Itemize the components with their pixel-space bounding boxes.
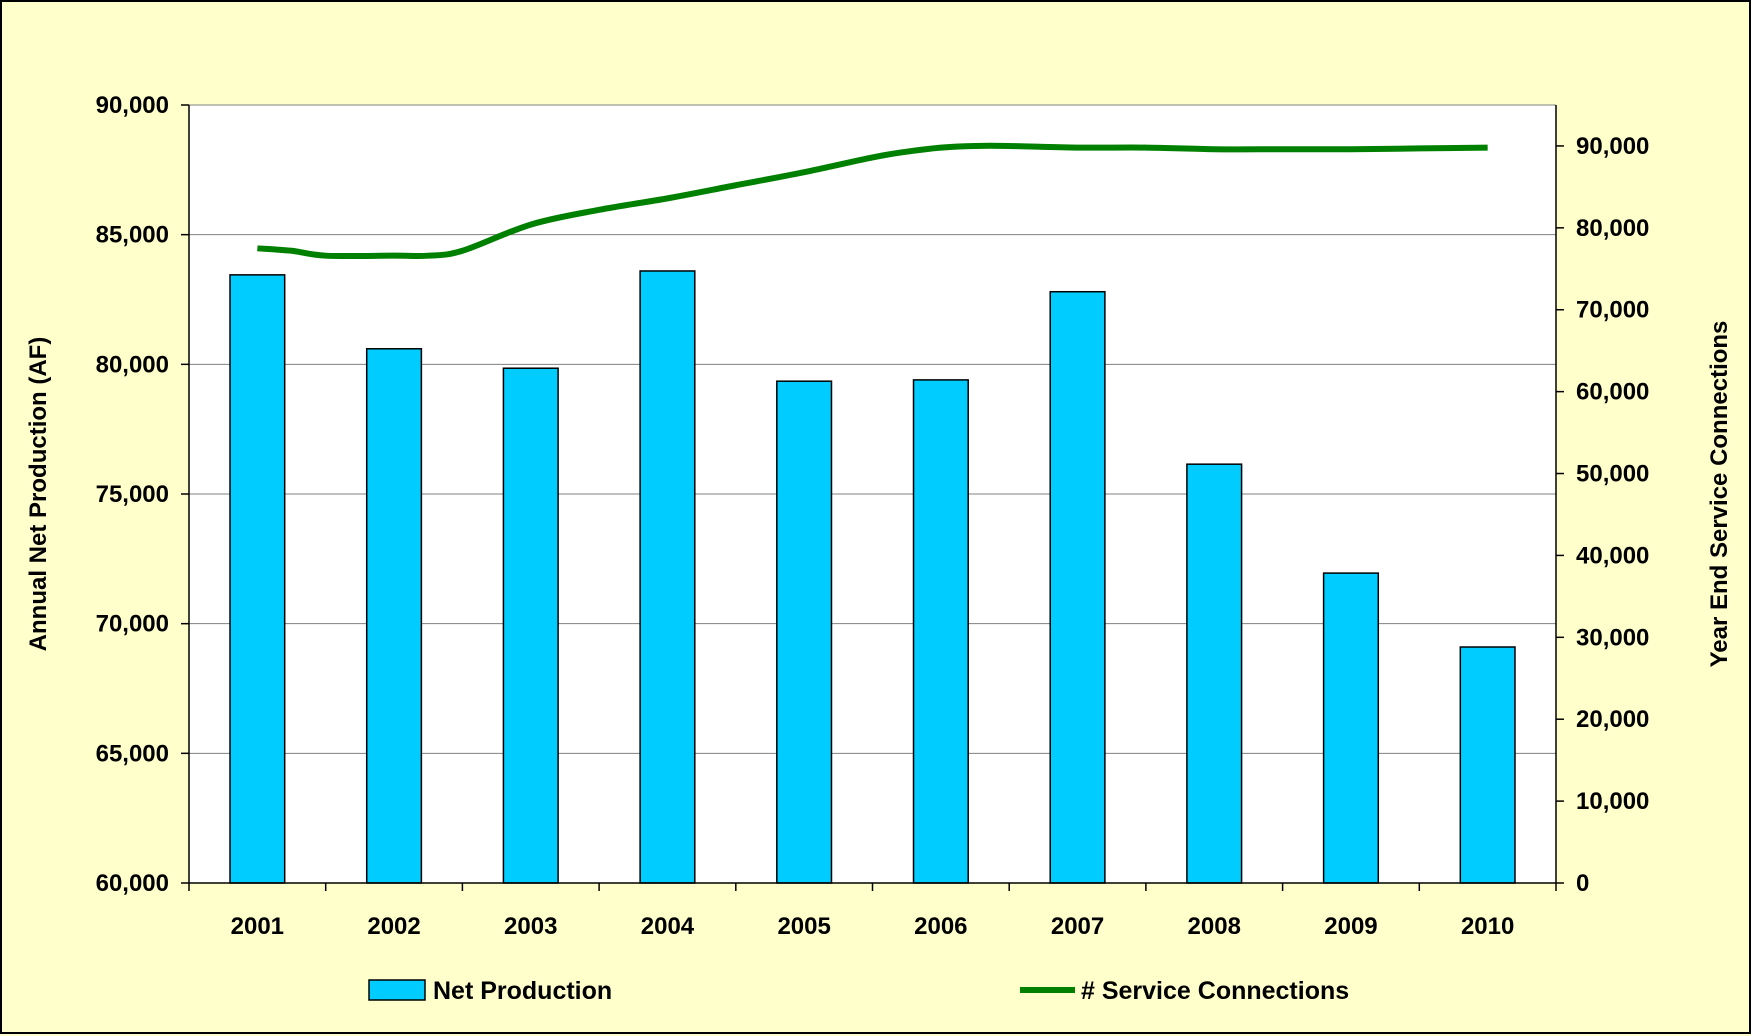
x-tick-label: 2007 xyxy=(1051,913,1104,940)
left-tick-label: 70,000 xyxy=(96,611,169,638)
x-tick-label: 2001 xyxy=(231,913,284,940)
x-tick-label: 2006 xyxy=(914,913,967,940)
right-tick-label: 80,000 xyxy=(1576,215,1649,242)
bar-2001 xyxy=(229,274,286,884)
bar-2005 xyxy=(776,380,833,884)
left-tick-label: 80,000 xyxy=(96,351,169,378)
left-tick-label: 65,000 xyxy=(96,740,169,767)
x-tick-label: 2010 xyxy=(1461,913,1514,940)
bars xyxy=(229,270,1516,884)
x-tick-label: 2002 xyxy=(367,913,420,940)
legend-swatch-net-production xyxy=(368,979,426,1001)
x-tick-label: 2004 xyxy=(641,913,695,940)
x-tick-label: 2008 xyxy=(1188,913,1241,940)
right-tick-label: 30,000 xyxy=(1576,624,1649,651)
right-tick-label: 90,000 xyxy=(1576,133,1649,160)
right-tick-label: 50,000 xyxy=(1576,461,1649,488)
right-tick-label: 60,000 xyxy=(1576,379,1649,406)
bar-2010 xyxy=(1459,646,1516,884)
line-layer xyxy=(257,142,1488,260)
left-tick-label: 60,000 xyxy=(96,870,169,897)
bar-2008 xyxy=(1186,463,1243,884)
right-tick-label: 0 xyxy=(1576,870,1589,897)
legend-label-net-production: Net Production xyxy=(433,977,612,1005)
bar-2009 xyxy=(1322,572,1380,884)
x-tick-label: 2005 xyxy=(777,913,830,940)
x-tick-label: 2009 xyxy=(1324,913,1377,940)
right-tick-label: 70,000 xyxy=(1576,297,1649,324)
left-tick-label: 75,000 xyxy=(96,481,169,508)
service-connections-line xyxy=(257,142,1488,260)
right-axis-ticks: 0 10,000 20,000 30,000 40,000 50,000 60,000 70,… xyxy=(1556,133,1649,897)
bar-2002 xyxy=(365,348,423,884)
bar-2006 xyxy=(912,379,969,884)
x-axis-ticks: 2001 2002 2003 2004 2005 2006 2007 2008 2009 2010 xyxy=(188,883,1557,940)
right-tick-label: 40,000 xyxy=(1576,542,1649,569)
legend-label-service-connections: # Service Connections xyxy=(1081,977,1349,1005)
bar-2004 xyxy=(639,270,696,884)
left-tick-label: 90,000 xyxy=(96,92,169,119)
right-tick-label: 10,000 xyxy=(1576,788,1649,815)
left-tick-label: 85,000 xyxy=(96,222,169,249)
bar-2003 xyxy=(502,367,559,884)
right-tick-label: 20,000 xyxy=(1576,706,1649,733)
bar-2007 xyxy=(1049,290,1106,884)
x-tick-label: 2003 xyxy=(504,913,557,940)
left-axis-ticks: 60,000 65,000 70,000 75,000 80,000 85,000 90,0… xyxy=(96,92,189,897)
y-axis-title: Annual Net Production (AF) xyxy=(25,337,52,652)
y2-axis-title: Year End Service Connections xyxy=(1706,321,1733,668)
legend: Net Production # Service Connections xyxy=(368,977,1349,1005)
